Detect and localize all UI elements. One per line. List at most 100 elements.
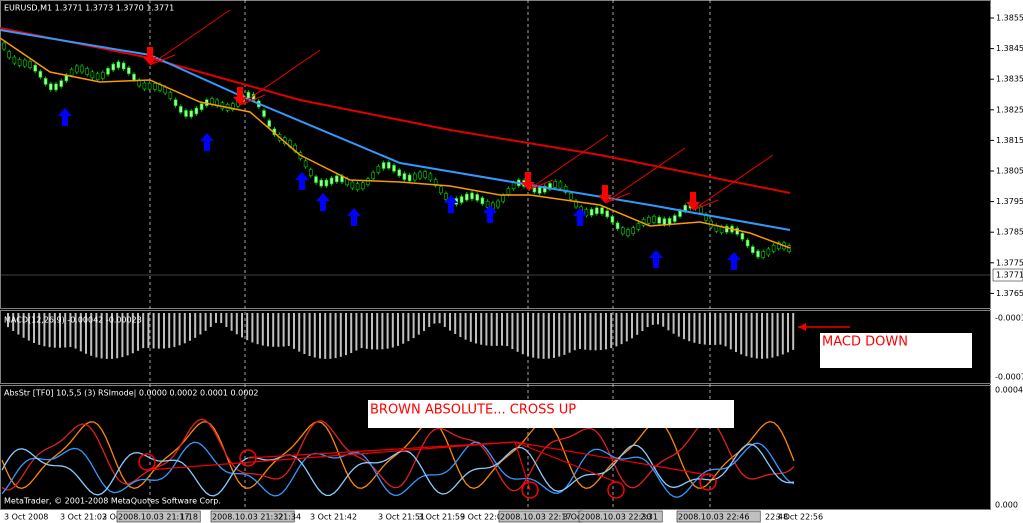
candle [329,177,334,185]
candle [537,187,542,194]
price-axis-bg [990,0,1023,510]
candle [381,162,386,169]
candle [386,162,391,169]
buy-arrow [58,108,72,126]
absstr-line [1,441,795,498]
candle [246,91,251,99]
candle [303,160,308,168]
candle [54,83,58,91]
candle [740,233,745,240]
time-tick-label: 3 Oct [563,513,584,522]
candle [496,200,500,208]
candle [121,62,126,70]
current-price: 1.3771 [996,271,1023,280]
time-tick-label: 3 Oct 2008 [4,513,48,522]
candle [33,64,38,72]
buy-arrow [649,250,663,268]
candle [407,174,412,182]
candle [652,216,656,223]
candle [179,106,183,113]
candle [698,206,703,214]
candle [631,227,636,234]
signal-circle [521,481,539,499]
signal-line [604,147,686,204]
candle [85,68,89,75]
candle [402,173,407,180]
candle [470,192,474,200]
signal-line [527,179,554,191]
candle [568,192,573,200]
signal-circle [699,473,717,491]
sell-arrow [521,172,535,190]
candle [506,188,511,195]
absstr-axis-label: 0.000 [995,501,1018,510]
candle [553,181,558,188]
signal-line [527,134,609,191]
current-price-box [992,268,1023,282]
absstr-panel-border [0,385,991,510]
annotation-arrowhead [798,323,806,331]
candle [542,185,547,193]
candle [7,51,11,59]
buy-arrow [444,195,458,213]
candle [756,250,760,258]
time-tick-label: 22:48 [765,513,788,522]
candle [355,183,360,190]
candle [80,65,84,73]
absstr-line [1,443,795,497]
candle [308,169,313,176]
candle [95,73,100,81]
time-tick-label: 3 Oct 22:56 [776,513,823,522]
time-tick-label: 2008.10.03 21:17 [118,513,189,522]
time-tick-label: 2:31 [640,513,658,522]
candle [48,83,53,91]
annotation: BROWN ABSOLUTE... CROSS UP [370,403,576,418]
signal-line [146,441,516,471]
candle [319,179,324,187]
candle [106,68,110,75]
signal-line [149,54,176,66]
candle [184,110,188,117]
price-tick-label: 1.3855 [996,14,1023,23]
candle [69,69,74,76]
time-tick-label: 21:34 [278,513,301,522]
price-tick-label: 1.3795 [996,197,1023,206]
candle [392,165,396,172]
candle [116,61,121,69]
candle [548,183,552,190]
macd-axis-label: -0.0001 [995,314,1023,323]
annotation: MACD DOWN [822,335,908,350]
price-tick-label: 1.3845 [996,44,1023,53]
time-tick-label: 1:18 [180,513,198,522]
price-tick-label: 1.3815 [996,136,1023,145]
candle [444,193,448,200]
candle [90,71,95,79]
candle [589,208,594,216]
candle [626,229,630,236]
moving-average [0,37,791,249]
candle [350,181,355,189]
candle [366,178,370,186]
candle [657,216,662,224]
candle [615,222,620,230]
chart-layer [0,0,795,510]
candle [75,65,79,73]
candle [766,248,771,256]
candle [464,193,469,201]
candle [558,181,563,189]
candle [397,169,402,177]
time-tick-label: 2008.10.03 21:32 [212,513,283,522]
signal-line [514,441,709,476]
buy-arrow [200,133,214,151]
buy-arrow [573,208,587,226]
footer: MetaTrader, © 2001-2008 MetaQuotes Softw… [4,497,221,506]
candle [334,175,339,183]
candle [459,196,464,203]
candle [667,218,672,225]
annotation-box [368,400,734,428]
candle [423,171,428,178]
sell-arrow [598,185,612,203]
candle [360,182,365,190]
main-panel-border [0,0,991,309]
